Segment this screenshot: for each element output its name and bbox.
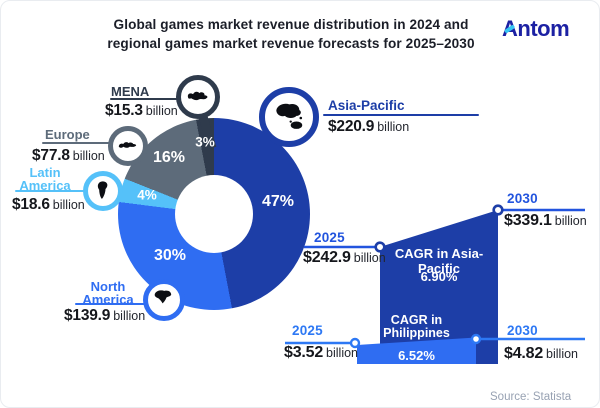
antom-logo-text: Antom xyxy=(502,16,570,41)
europe-icon xyxy=(108,126,148,166)
ph-2030-unit: billion xyxy=(546,347,579,361)
region-value-asia-pacific: $220.9 billion xyxy=(328,118,409,136)
region-name-latin-america: Latin America xyxy=(19,165,71,193)
north-america-label-line xyxy=(75,303,147,305)
europe-amount: $77.8 xyxy=(32,147,70,164)
source-credit: Source: Statista xyxy=(490,391,572,403)
latin-america-label-line xyxy=(15,190,85,192)
region-name-europe: Europe xyxy=(45,127,90,142)
pie-percent-asia-pacific: 47% xyxy=(261,193,295,210)
north-america-unit: billion xyxy=(113,309,146,323)
ph-2030-marker xyxy=(470,333,482,345)
latin-america-amount: $18.6 xyxy=(12,196,50,213)
asia-pacific-amount: $220.9 xyxy=(328,118,375,135)
ap-2030-year: 2030 xyxy=(507,191,538,206)
region-name-asia-pacific: Asia-Pacific xyxy=(328,98,405,113)
ap-cagr-value: 6.90% xyxy=(420,269,458,284)
europe-unit: billion xyxy=(72,149,105,163)
pie-percent-north-america: 30% xyxy=(153,247,187,264)
ph-2025-year: 2025 xyxy=(292,323,323,338)
ph-cagr-value: 6.52% xyxy=(398,348,435,363)
pie-percent-mena: 3% xyxy=(195,134,215,150)
region-name-mena: MENA xyxy=(111,84,150,99)
ap-2025-year: 2025 xyxy=(314,230,345,245)
mena-icon xyxy=(176,75,220,119)
mena-unit: billion xyxy=(145,104,178,118)
ap-2025-unit: billion xyxy=(353,251,386,265)
ap-2025-amount: $242.9 xyxy=(303,249,351,266)
ph-2030-value: $4.82 billion xyxy=(504,345,578,363)
ph-2030-year: 2030 xyxy=(507,323,538,338)
ph-2025-unit: billion xyxy=(326,346,359,360)
north-america-amount: $139.9 xyxy=(64,307,111,324)
asia-pacific-unit: billion xyxy=(377,120,410,134)
mena-amount: $15.3 xyxy=(105,102,143,119)
latin-america-icon xyxy=(83,171,123,211)
region-name-north-america: North America xyxy=(82,279,134,307)
ap-2030-amount: $339.1 xyxy=(504,212,552,229)
ph-cagr-title: CAGR in Philippines xyxy=(383,313,450,340)
mena-label-line xyxy=(110,98,178,100)
region-value-europe: $77.8 billion xyxy=(32,147,105,165)
region-value-north-america: $139.9 billion xyxy=(64,307,145,325)
ap-cagr-title: CAGR in Asia-Pacific xyxy=(394,246,484,276)
title-line-2: regional games market revenue forecasts … xyxy=(107,36,475,51)
region-value-mena: $15.3 billion xyxy=(105,102,178,120)
ap-2030-unit: billion xyxy=(554,214,587,228)
europe-label-line xyxy=(42,142,110,144)
ph-2025-amount: $3.52 xyxy=(284,344,324,361)
asia-pacific-icon xyxy=(259,87,319,147)
ap-2030-value: $339.1 billion xyxy=(504,212,587,230)
region-value-latin-america: $18.6 billion xyxy=(12,196,85,214)
title-line-1: Global games market revenue distribution… xyxy=(113,17,469,32)
ap-2025-value: $242.9 billion xyxy=(303,249,386,267)
asia-pacific-forecast-area xyxy=(380,210,498,364)
ap-2030-marker xyxy=(492,204,504,216)
donut-chart xyxy=(118,118,310,310)
north-america-icon xyxy=(143,279,185,321)
pie-percent-latin-america: 4% xyxy=(137,187,157,203)
antom-logo: Antom xyxy=(502,16,570,42)
ph-2030-amount: $4.82 xyxy=(504,345,544,362)
latin-america-unit: billion xyxy=(52,198,85,212)
page-title: Global games market revenue distribution… xyxy=(41,15,541,53)
asia-pacific-label-line xyxy=(323,114,479,116)
ph-2025-value: $3.52 billion xyxy=(284,344,358,362)
pie-percent-europe: 16% xyxy=(152,149,186,166)
